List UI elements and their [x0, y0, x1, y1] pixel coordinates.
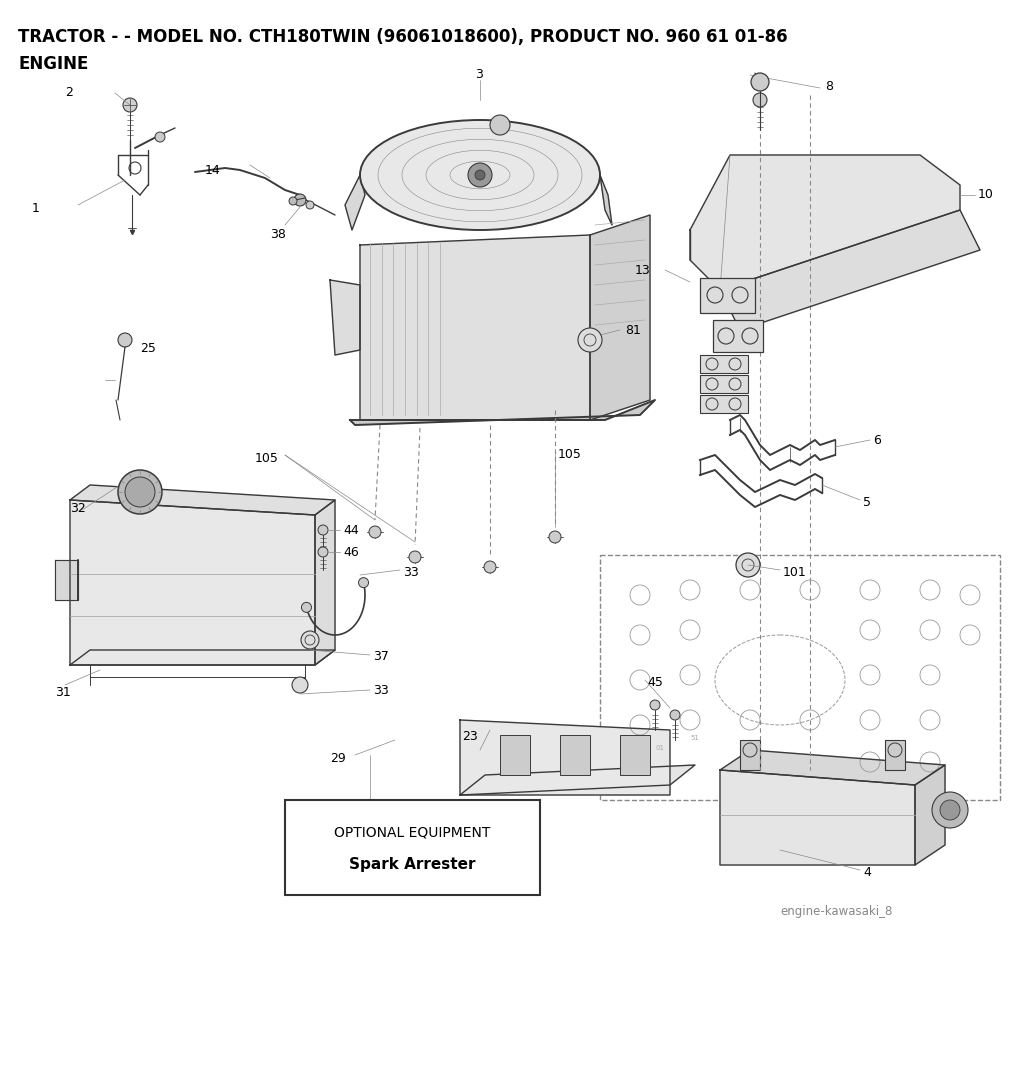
Bar [600, 555, 1000, 800]
Text: 37: 37 [373, 650, 389, 663]
Polygon shape [70, 485, 335, 515]
Text: 29: 29 [330, 752, 346, 764]
Circle shape [358, 578, 369, 587]
Circle shape [751, 72, 769, 91]
Polygon shape [70, 650, 335, 665]
Bar [500, 734, 530, 775]
Bar [700, 355, 748, 373]
Circle shape [932, 792, 968, 828]
Text: 3: 3 [475, 68, 483, 81]
Polygon shape [720, 750, 945, 785]
Polygon shape [55, 560, 78, 600]
Circle shape [301, 631, 319, 649]
Ellipse shape [360, 120, 600, 230]
Circle shape [484, 561, 496, 574]
Polygon shape [460, 720, 670, 795]
Polygon shape [690, 155, 961, 290]
Circle shape [490, 115, 510, 135]
Circle shape [125, 477, 155, 507]
Text: 38: 38 [270, 228, 286, 242]
Text: 1: 1 [32, 201, 40, 214]
Polygon shape [315, 500, 335, 665]
Text: TRACTOR - - MODEL NO. CTH180TWIN (96061018600), PRODUCT NO. 960 61 01-86: TRACTOR - - MODEL NO. CTH180TWIN (960610… [18, 28, 787, 46]
Text: 2: 2 [65, 85, 73, 98]
Circle shape [369, 526, 381, 538]
Bar [560, 734, 590, 775]
Text: 14: 14 [205, 163, 221, 177]
Circle shape [155, 132, 165, 142]
Text: 10: 10 [978, 189, 994, 201]
Text: 4: 4 [863, 867, 870, 879]
Text: 105: 105 [255, 452, 279, 465]
Polygon shape [330, 280, 360, 355]
Text: 23: 23 [462, 730, 478, 743]
Text: 101: 101 [783, 565, 807, 579]
Polygon shape [720, 770, 915, 865]
Text: engine-kawasaki_8: engine-kawasaki_8 [780, 905, 892, 918]
Circle shape [118, 470, 162, 514]
Circle shape [123, 98, 137, 112]
Text: Spark Arrester: Spark Arrester [349, 857, 476, 872]
Bar [740, 740, 760, 770]
Bar [700, 278, 755, 313]
Bar [620, 734, 650, 775]
Text: OPTIONAL EQUIPMENT: OPTIONAL EQUIPMENT [334, 825, 490, 839]
Text: 105: 105 [558, 449, 582, 462]
Text: 8: 8 [825, 80, 833, 93]
Circle shape [670, 710, 680, 720]
Bar [713, 320, 763, 352]
Circle shape [549, 531, 561, 543]
Circle shape [753, 93, 767, 107]
Circle shape [940, 800, 961, 820]
Text: 45: 45 [647, 676, 663, 689]
Circle shape [289, 197, 297, 205]
Polygon shape [360, 235, 590, 420]
Circle shape [306, 201, 314, 209]
Circle shape [475, 169, 485, 180]
Circle shape [468, 163, 492, 187]
Text: 13: 13 [635, 263, 650, 276]
Polygon shape [345, 175, 365, 230]
Circle shape [650, 700, 660, 710]
Circle shape [318, 524, 328, 535]
Text: 6: 6 [873, 434, 881, 447]
Polygon shape [70, 500, 315, 665]
Text: 46: 46 [343, 546, 358, 559]
Circle shape [578, 328, 602, 352]
Polygon shape [600, 175, 612, 225]
Circle shape [292, 677, 308, 693]
Bar [885, 740, 905, 770]
Text: 81: 81 [625, 323, 641, 337]
Text: 5: 5 [863, 496, 871, 508]
Circle shape [409, 551, 421, 563]
Polygon shape [720, 210, 980, 330]
Bar [285, 800, 540, 895]
Text: 32: 32 [70, 501, 86, 515]
Bar [700, 395, 748, 413]
Circle shape [318, 547, 328, 558]
Polygon shape [350, 400, 655, 425]
Bar [700, 375, 748, 393]
Circle shape [294, 194, 306, 206]
Polygon shape [915, 765, 945, 865]
Circle shape [301, 602, 311, 612]
Text: 51: 51 [690, 734, 698, 741]
Circle shape [736, 553, 760, 577]
Text: 31: 31 [55, 687, 71, 699]
Text: ENGINE: ENGINE [18, 55, 88, 72]
Text: 01: 01 [655, 745, 664, 752]
Text: 44: 44 [343, 523, 358, 536]
Circle shape [118, 333, 132, 348]
Polygon shape [590, 215, 650, 420]
Text: 25: 25 [140, 341, 156, 355]
Polygon shape [460, 765, 695, 795]
Text: 33: 33 [403, 565, 419, 579]
Text: 33: 33 [373, 683, 389, 696]
